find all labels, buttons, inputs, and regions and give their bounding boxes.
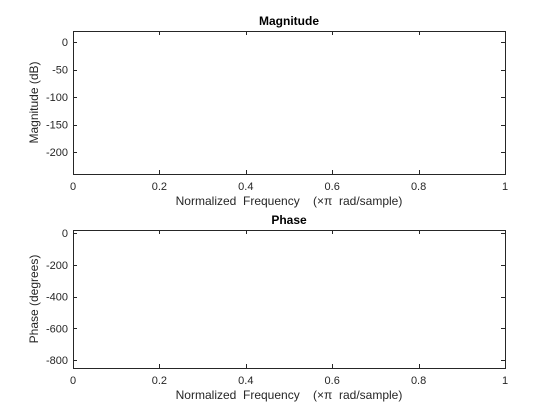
- magnitude-title: Magnitude: [259, 14, 319, 28]
- magnitude-x-tick-label: 0: [70, 181, 76, 193]
- phase-x-tick-label: 0.2: [152, 375, 167, 387]
- phase-x-tick-label: 0.8: [411, 375, 426, 387]
- phase-y-tick-label: -800: [46, 355, 68, 367]
- phase-plot: 0 0.2 0.4 0.6 0.8 1 0 -200 -400 -600 -800 Phase No…: [27, 213, 508, 402]
- phase-y-tick-label: -200: [46, 260, 68, 272]
- phase-x-tick-label: 0.6: [325, 375, 340, 387]
- magnitude-x-tick-label: 0.4: [238, 181, 253, 193]
- magnitude-y-axis-label: Magnitude (dB): [27, 61, 41, 143]
- phase-ticks: 0 0.2 0.4 0.6 0.8 1 0 -200 -400 -600 -800: [46, 228, 508, 387]
- magnitude-y-tick-label: -200: [46, 147, 68, 159]
- magnitude-x-tick-label: 0.8: [411, 181, 426, 193]
- magnitude-y-tick-label: -100: [46, 92, 68, 104]
- phase-x-tick-label: 1: [502, 375, 508, 387]
- phase-x-axis-label: Normalized Frequency (×π rad/sample): [176, 388, 403, 402]
- magnitude-y-tick-label: 0: [62, 37, 68, 49]
- phase-title: Phase: [271, 213, 307, 227]
- magnitude-x-tick-label: 0.2: [152, 181, 167, 193]
- phase-x-tick-label: 0.4: [238, 375, 253, 387]
- phase-y-tick-label: 0: [62, 228, 68, 240]
- phase-x-tick-label: 0: [70, 375, 76, 387]
- magnitude-axes-box: [73, 31, 506, 175]
- phase-axes-box: [73, 230, 506, 369]
- magnitude-ticks: 0 0.2 0.4 0.6 0.8 1 0 -50 -100 -150 -200: [46, 31, 508, 193]
- phase-y-tick-label: -400: [46, 292, 68, 304]
- magnitude-y-tick-label: -50: [52, 65, 68, 77]
- magnitude-plot: 0 0.2 0.4 0.6 0.8 1 0 -50 -100 -150 -200 Magnitude…: [27, 14, 508, 208]
- magnitude-y-tick-label: -150: [46, 120, 68, 132]
- phase-y-tick-label: -600: [46, 323, 68, 335]
- phase-y-axis-label: Phase (degrees): [27, 255, 41, 344]
- magnitude-x-tick-label: 0.6: [325, 181, 340, 193]
- magnitude-x-axis-label: Normalized Frequency (×π rad/sample): [176, 194, 403, 208]
- magnitude-x-tick-label: 1: [502, 181, 508, 193]
